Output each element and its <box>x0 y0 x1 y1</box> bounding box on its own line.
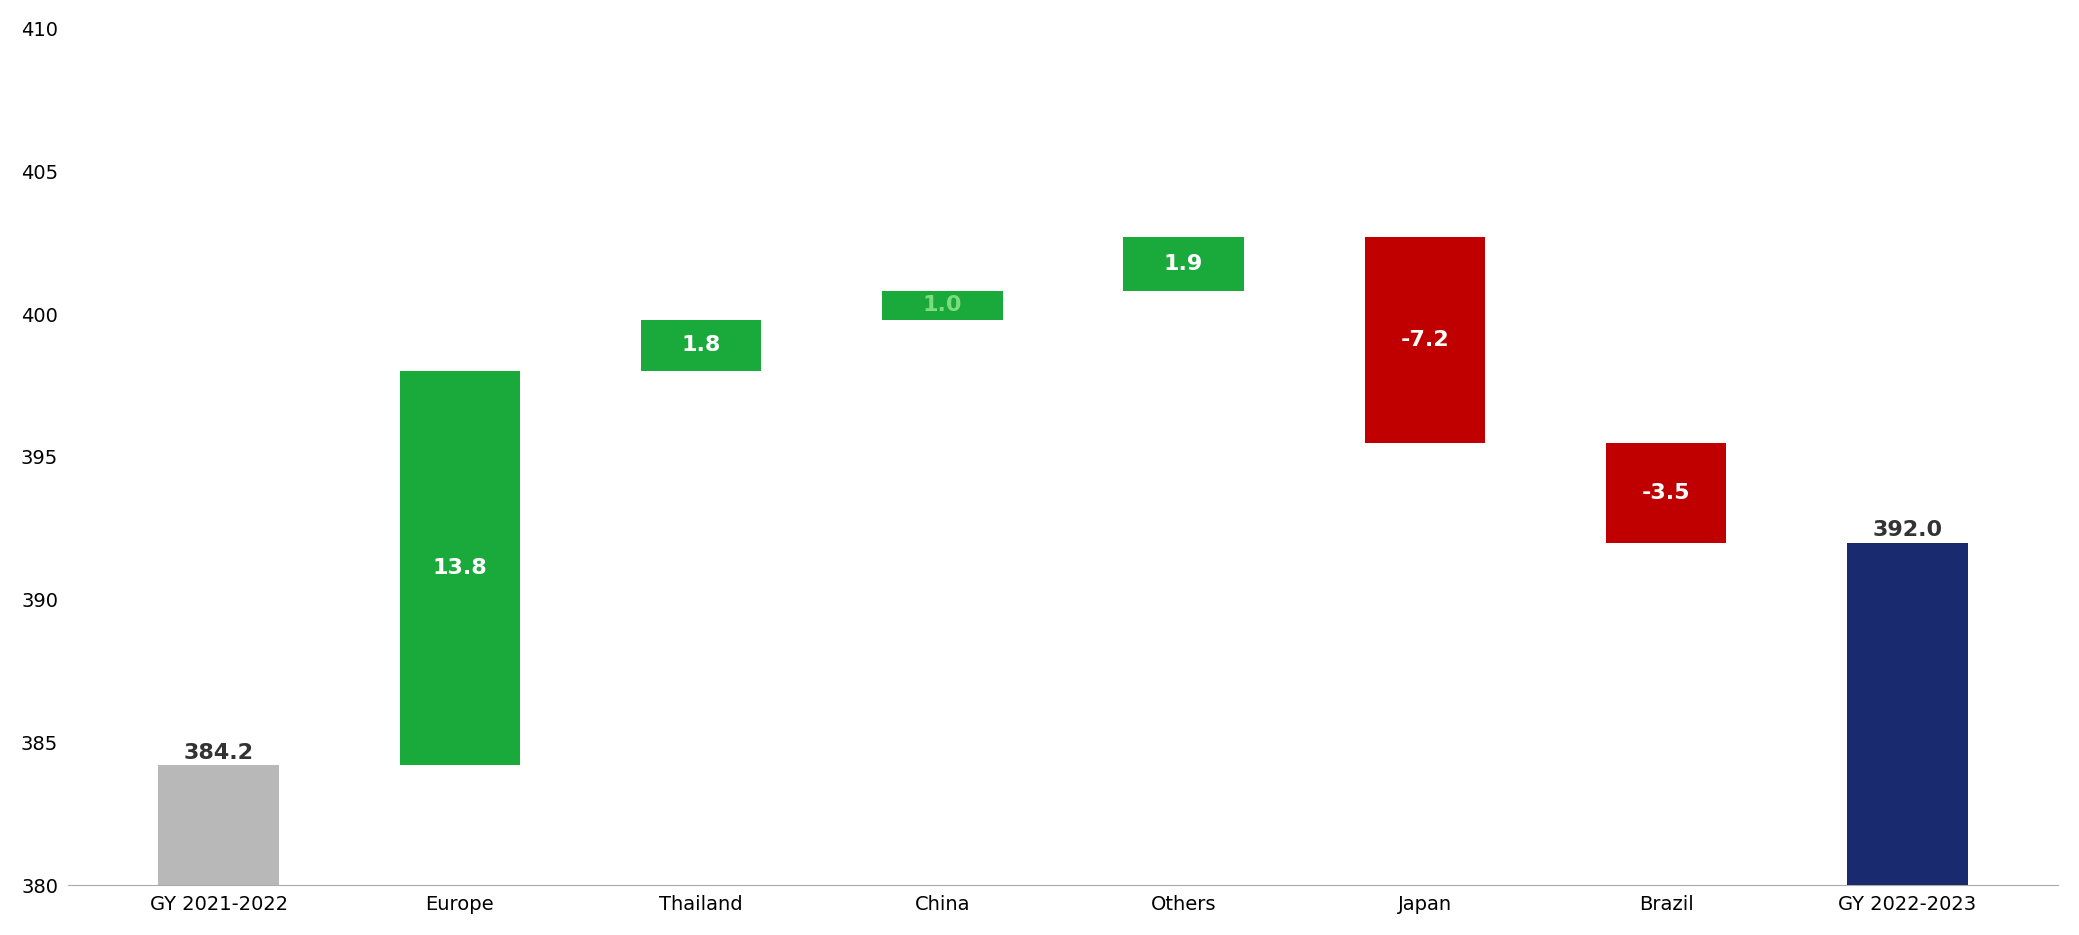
Text: -3.5: -3.5 <box>1642 482 1690 503</box>
Bar <box>1123 237 1243 291</box>
Bar <box>158 766 279 885</box>
Text: 1.9: 1.9 <box>1164 254 1204 274</box>
Text: -7.2: -7.2 <box>1401 330 1449 350</box>
Text: 384.2: 384.2 <box>183 742 254 763</box>
Bar <box>640 320 761 371</box>
Bar <box>399 371 520 766</box>
Text: 13.8: 13.8 <box>432 558 486 579</box>
Text: 1.0: 1.0 <box>923 295 963 315</box>
Bar <box>1605 442 1726 542</box>
Bar <box>881 291 1002 320</box>
Bar <box>1364 237 1484 442</box>
Text: 1.8: 1.8 <box>682 336 721 355</box>
Text: 392.0: 392.0 <box>1873 520 1942 539</box>
Bar <box>1846 542 1967 885</box>
